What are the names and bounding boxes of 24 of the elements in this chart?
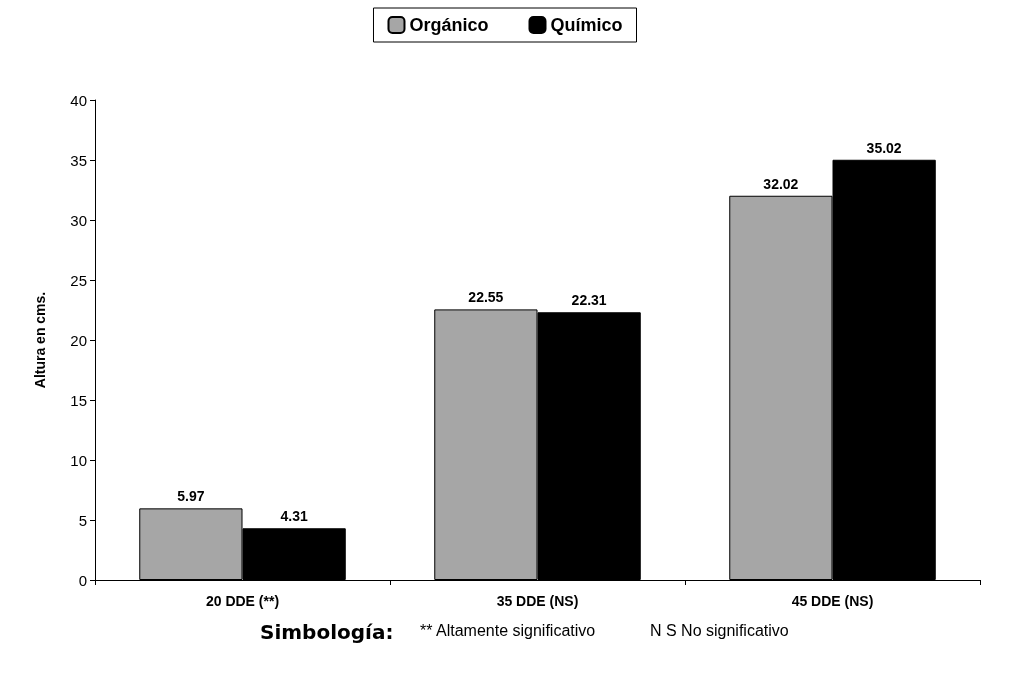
y-tick-label: 30 bbox=[70, 211, 87, 229]
y-tick-label: 5 bbox=[78, 511, 87, 529]
legend-label: Orgánico bbox=[409, 15, 489, 35]
y-tick-label: 40 bbox=[70, 91, 87, 109]
y-tick-label: 10 bbox=[70, 451, 87, 469]
data-label: 35.02 bbox=[866, 139, 902, 156]
data-label: 22.55 bbox=[468, 289, 504, 306]
y-tick-label: 35 bbox=[70, 151, 87, 169]
y-tick-label: 15 bbox=[70, 391, 87, 409]
y-tick-label: 25 bbox=[70, 271, 87, 289]
x-tick-label: 45 DDE (NS) bbox=[791, 593, 874, 609]
y-tick-label: 20 bbox=[70, 331, 87, 349]
x-tick-label: 35 DDE (NS) bbox=[496, 593, 579, 609]
data-label: 5.97 bbox=[177, 488, 205, 505]
y-tick-label: 0 bbox=[78, 571, 87, 589]
legend-label: Químico bbox=[550, 15, 623, 35]
data-label: 32.02 bbox=[763, 175, 799, 192]
data-label: 22.31 bbox=[571, 292, 607, 309]
data-label: 4.31 bbox=[280, 508, 308, 525]
y-axis-title: Altura en cms. bbox=[32, 291, 48, 389]
text: Simbología: bbox=[260, 620, 394, 644]
text: ** Altamente significativo bbox=[420, 621, 596, 639]
text: N S No significativo bbox=[650, 621, 789, 639]
x-tick-label: 20 DDE (**) bbox=[205, 593, 280, 609]
